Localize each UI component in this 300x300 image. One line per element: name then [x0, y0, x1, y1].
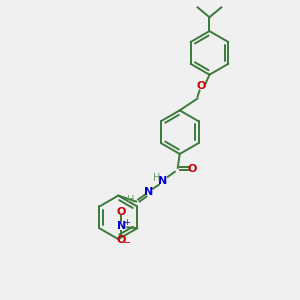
Text: N: N — [117, 221, 126, 231]
Text: N: N — [158, 176, 167, 186]
Text: +: + — [123, 218, 130, 227]
Text: O: O — [117, 207, 126, 218]
Text: −: − — [123, 238, 131, 248]
Text: N: N — [144, 187, 154, 196]
Text: H: H — [128, 194, 135, 205]
Text: O: O — [188, 164, 197, 174]
Text: H: H — [153, 173, 161, 183]
Text: O: O — [117, 235, 126, 245]
Text: O: O — [197, 81, 206, 91]
